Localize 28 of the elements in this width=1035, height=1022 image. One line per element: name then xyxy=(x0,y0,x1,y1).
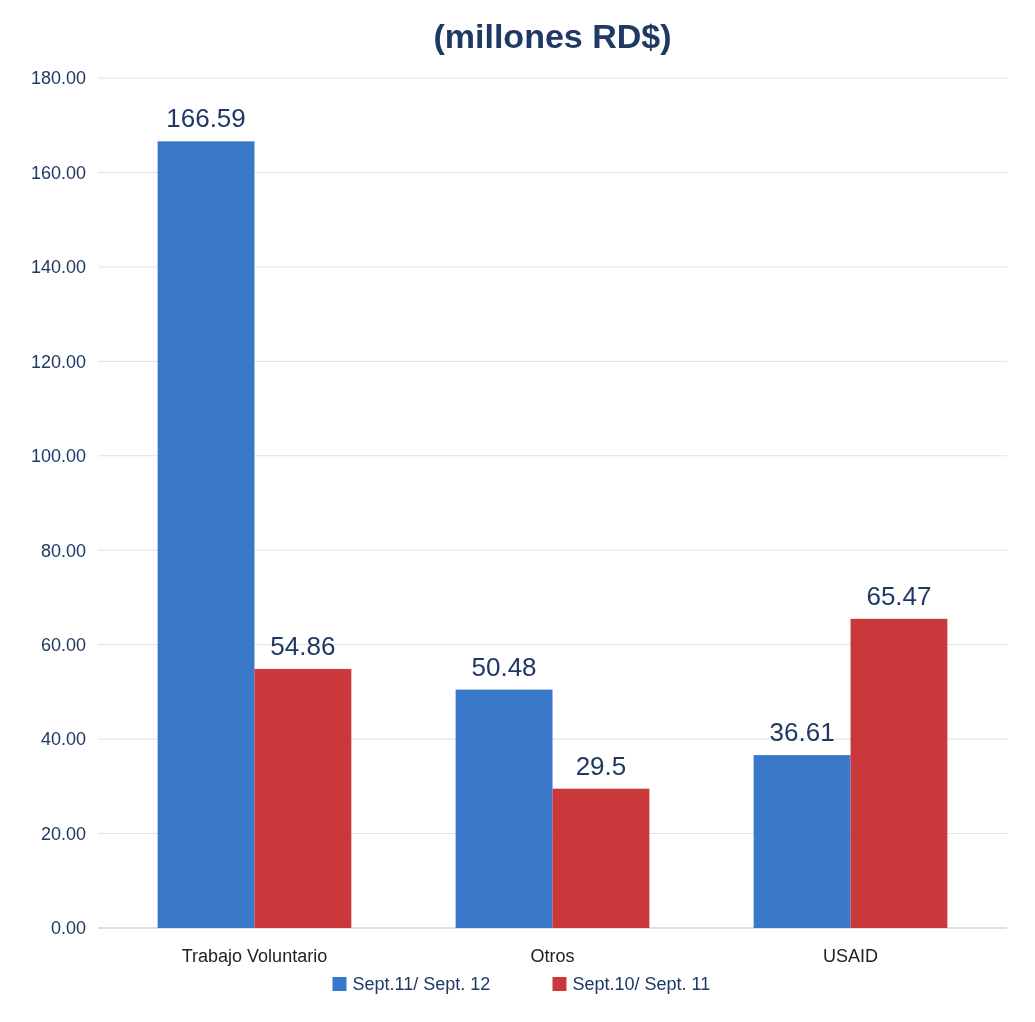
y-tick-label: 160.00 xyxy=(30,162,86,183)
bar xyxy=(254,668,352,928)
bar xyxy=(455,689,553,928)
data-label: 29.5 xyxy=(575,750,627,781)
bar xyxy=(552,788,650,928)
legend-label: Sept.10/ Sept. 11 xyxy=(572,974,711,994)
y-tick-label: 100.00 xyxy=(30,446,86,467)
y-tick-label: 80.00 xyxy=(40,540,86,561)
y-tick-label: 20.00 xyxy=(40,823,86,844)
y-tick-label: 0.00 xyxy=(50,918,86,939)
bar xyxy=(850,618,948,928)
legend-label: Sept.11/ Sept. 12 xyxy=(352,974,491,994)
bar xyxy=(157,141,255,928)
data-label: 50.48 xyxy=(471,651,537,682)
data-label: 166.59 xyxy=(166,103,246,134)
x-tick-label: USAID xyxy=(823,946,879,966)
y-tick-label: 120.00 xyxy=(30,351,86,372)
data-label: 36.61 xyxy=(769,717,835,748)
x-tick-label: Otros xyxy=(530,946,575,966)
data-label: 54.86 xyxy=(270,630,336,661)
bar xyxy=(753,755,851,928)
x-tick-label: Trabajo Voluntario xyxy=(181,946,328,966)
y-tick-label: 140.00 xyxy=(30,257,86,278)
y-tick-label: 60.00 xyxy=(40,634,86,655)
y-tick-label: 40.00 xyxy=(40,729,86,750)
chart-title: (millones RD$) xyxy=(433,17,672,55)
data-label: 65.47 xyxy=(866,580,932,611)
y-tick-label: 180.00 xyxy=(30,68,86,89)
